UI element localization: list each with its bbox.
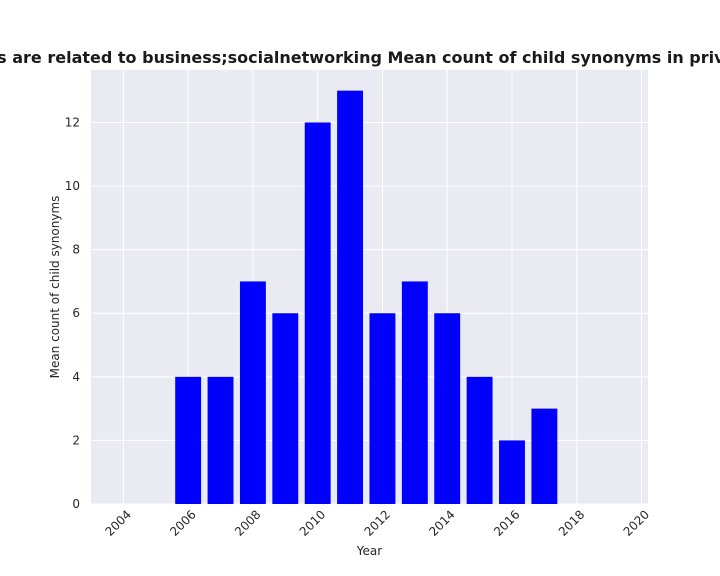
bar-2006	[175, 376, 202, 504]
bar-2013	[401, 281, 428, 504]
y-axis-ticks: 0 2 4 6 8 10 12	[65, 115, 80, 511]
bar-2008	[239, 281, 266, 504]
x-tick-label: 2018	[556, 507, 587, 538]
y-tick-label: 0	[72, 497, 80, 511]
x-tick-label: 2016	[491, 507, 522, 538]
bars	[175, 90, 558, 505]
bar-2009	[272, 313, 299, 504]
bar-2016	[499, 440, 525, 504]
bar-2011	[337, 90, 364, 505]
y-tick-label: 6	[72, 306, 80, 320]
y-axis-label: Mean count of child synonyms	[48, 196, 62, 379]
y-tick-label: 4	[72, 370, 80, 384]
x-tick-label: 2008	[232, 507, 263, 538]
y-tick-label: 12	[65, 115, 80, 129]
x-tick-label: 2010	[297, 507, 328, 538]
bar-2014	[434, 313, 461, 504]
bar-2010	[304, 122, 331, 504]
y-tick-label: 10	[65, 179, 80, 193]
y-tick-label: 2	[72, 433, 80, 447]
x-tick-label: 2004	[102, 507, 133, 538]
y-tick-label: 8	[72, 243, 80, 257]
x-tick-label: 2014	[426, 507, 457, 538]
bar-2017	[531, 408, 558, 504]
x-tick-label: 2012	[362, 507, 393, 538]
chart-title: Categories are related to business;socia…	[0, 48, 720, 67]
bar-2015	[466, 376, 493, 504]
bar-2012	[369, 313, 396, 504]
bar-2007	[207, 376, 234, 504]
x-axis-label: Year	[356, 544, 382, 558]
x-tick-label: 2006	[167, 507, 198, 538]
x-axis-ticks: 2004 2006 2008 2010 2012 2014 2016 2018 2020	[102, 507, 652, 538]
x-tick-label: 2020	[621, 507, 652, 538]
